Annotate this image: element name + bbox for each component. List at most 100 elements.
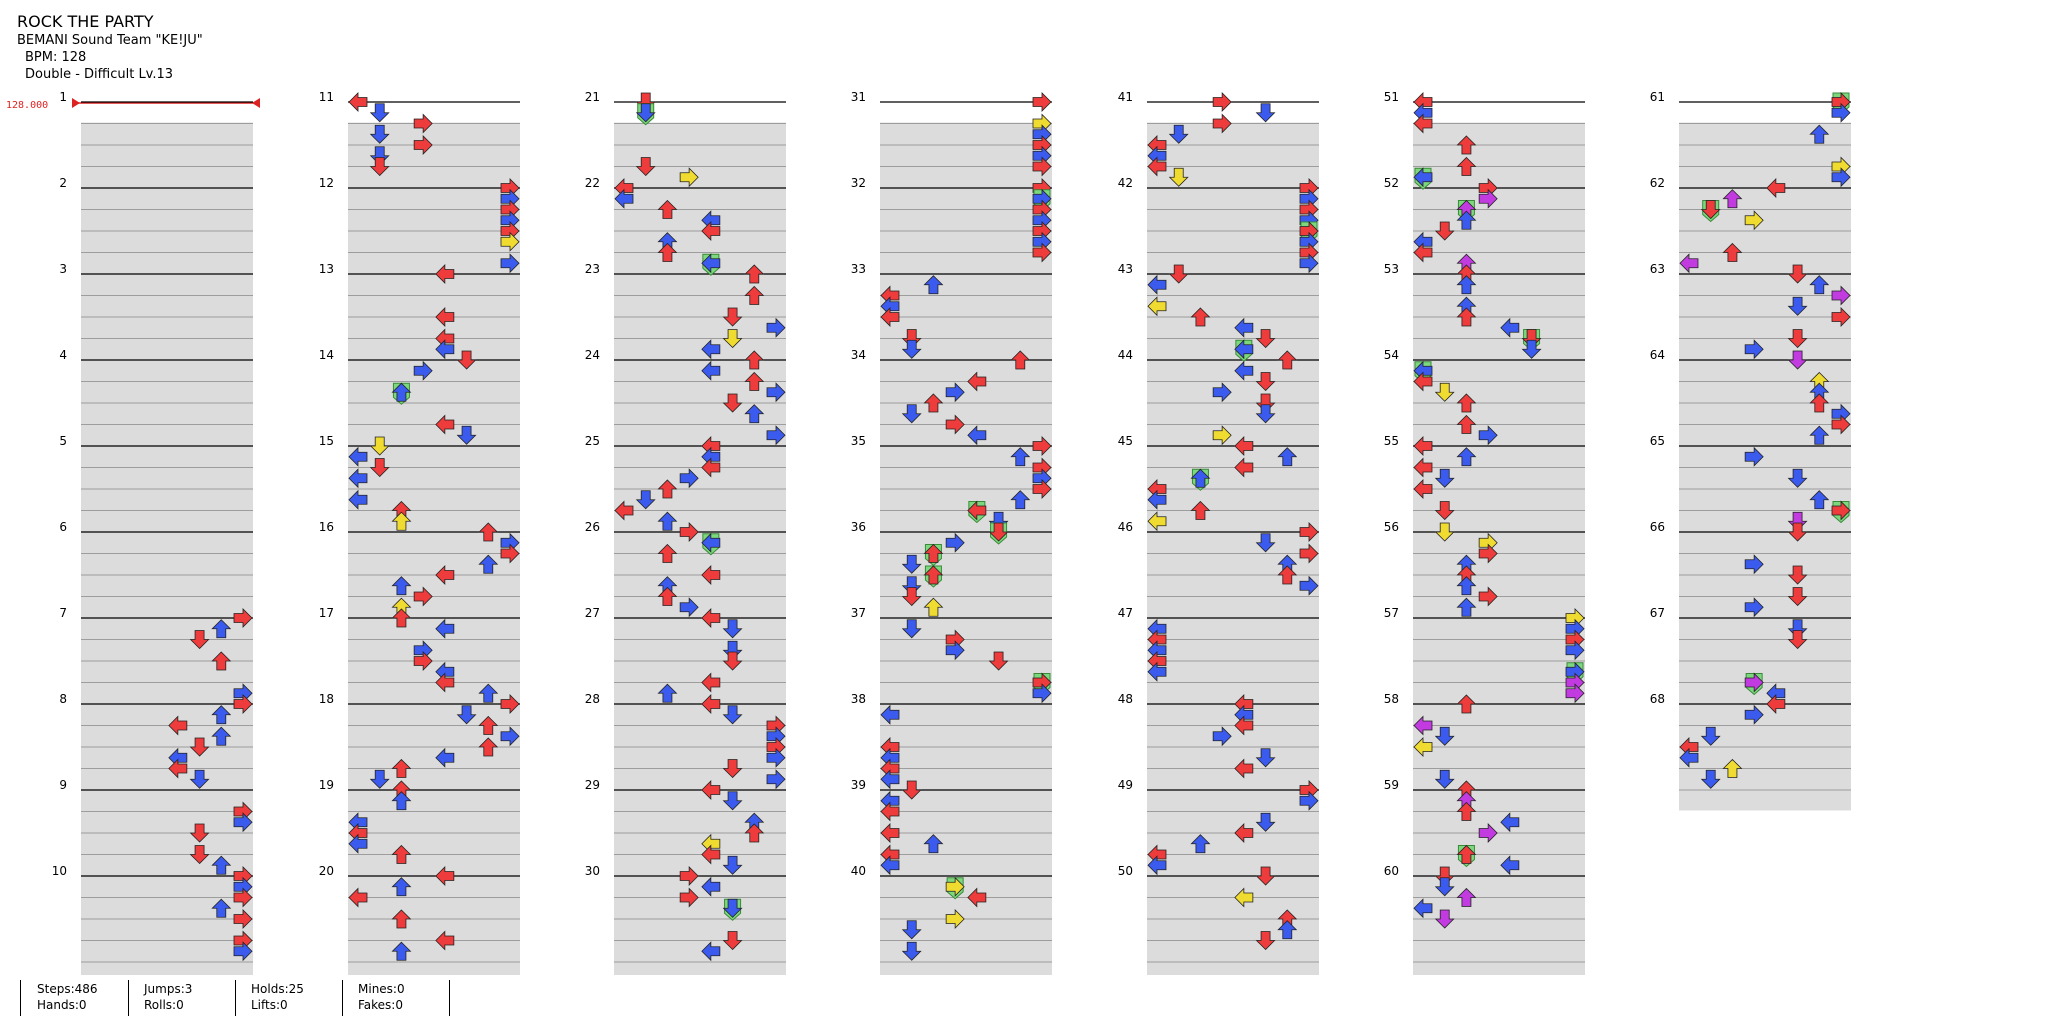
arrow-left-icon — [967, 887, 987, 908]
note-arrow-right-394 — [1744, 704, 1764, 725]
note-arrow-left-51 — [348, 468, 368, 489]
measure-30: 30 — [585, 864, 786, 975]
note-arrow-down-142 — [722, 759, 743, 779]
beat-band — [81, 918, 253, 940]
beat-band — [1679, 359, 1851, 381]
note-arrow-left-359 — [1766, 178, 1786, 198]
beat-band — [81, 703, 253, 725]
arrow-left-icon — [701, 780, 721, 800]
arrow-up-icon — [1722, 758, 1743, 778]
measure-number: 11 — [319, 90, 334, 104]
beat-band — [1413, 810, 1585, 832]
beat-band — [1679, 746, 1851, 768]
beat-band — [1413, 337, 1585, 359]
measure-number: 8 — [59, 692, 67, 706]
beat-band — [1147, 853, 1319, 875]
beat-band — [614, 122, 786, 144]
measure-55: 55 — [1384, 434, 1585, 553]
measure-21: 21 — [585, 90, 786, 209]
note-arrow-down-387 — [1787, 587, 1808, 607]
arrow-up-icon — [744, 404, 765, 424]
note-arrow-up-79 — [391, 791, 412, 811]
beat-band — [880, 767, 1052, 789]
beat-band — [880, 961, 1052, 975]
note-arrow-left-95 — [614, 188, 634, 209]
beat-band — [880, 144, 1052, 166]
beat-band — [348, 703, 520, 725]
note-arrow-up-195 — [923, 565, 944, 588]
arrow-left-icon — [1234, 887, 1254, 908]
arrow-up-icon — [1456, 694, 1477, 714]
beat-band — [880, 316, 1052, 338]
arrow-down-icon — [722, 329, 743, 349]
measure-number: 21 — [585, 90, 600, 104]
note-arrow-up-87 — [391, 909, 412, 929]
note-arrow-right-248 — [1212, 382, 1232, 403]
arrow-up-icon — [391, 909, 412, 929]
arrow-left-icon — [1234, 823, 1254, 843]
note-arrow-down-175 — [901, 339, 922, 359]
arrow-up-icon — [657, 586, 678, 606]
arrow-left-icon — [1147, 296, 1167, 317]
measure-number: 54 — [1384, 348, 1399, 362]
note-arrow-down-279 — [1255, 812, 1276, 832]
arrow-left-icon — [1234, 457, 1254, 478]
measure-22: 22 — [585, 176, 786, 295]
beat-band — [81, 767, 253, 789]
beat-band — [1413, 896, 1585, 918]
beat-band — [348, 165, 520, 187]
arrow-right-icon — [1744, 672, 1764, 693]
measure-number: 7 — [59, 606, 67, 620]
note-arrow-up-83 — [391, 844, 412, 864]
beat-band — [1147, 423, 1319, 445]
note-arrow-left-156 — [701, 941, 721, 962]
note-arrow-right-93 — [679, 167, 699, 188]
note-arrow-right-296 — [1478, 188, 1498, 209]
measure-number: 4 — [59, 348, 67, 362]
arrow-up-icon — [744, 285, 765, 305]
measure-53: 53 — [1384, 262, 1585, 381]
arrow-down-icon — [901, 554, 922, 574]
arrow-left-icon — [348, 468, 368, 489]
beat-band — [614, 617, 786, 639]
beat-band — [1679, 595, 1851, 617]
arrow-left-icon — [1413, 436, 1433, 456]
beat-band — [1413, 316, 1585, 338]
note-arrow-right-24 — [233, 941, 253, 962]
beat-band — [880, 509, 1052, 531]
arrow-up-icon — [744, 823, 765, 843]
note-arrow-left-276 — [1234, 758, 1254, 779]
beat-band — [81, 294, 253, 316]
beat-band — [1147, 832, 1319, 854]
arrow-down-icon — [1255, 812, 1276, 832]
arrow-left-icon — [967, 425, 987, 446]
note-arrow-up-253 — [1277, 447, 1298, 467]
note-arrow-up-188 — [1010, 490, 1031, 510]
arrow-down-icon — [901, 619, 922, 639]
arrow-down-icon — [189, 737, 210, 757]
arrow-left-icon — [701, 844, 721, 865]
note-arrow-down-386 — [1787, 565, 1808, 585]
arrow-down-icon — [1700, 769, 1721, 789]
note-arrow-up-21 — [211, 898, 232, 918]
beat-band — [1679, 402, 1851, 424]
arrow-down-icon — [722, 855, 743, 875]
arrow-up-icon — [478, 522, 499, 542]
note-arrow-down-399 — [1700, 769, 1721, 789]
note-arrow-left-285 — [1234, 887, 1254, 908]
note-arrow-right-274 — [1212, 726, 1232, 747]
note-arrow-up-3 — [211, 651, 232, 671]
beat-band — [348, 617, 520, 639]
note-arrow-up-193 — [923, 543, 944, 567]
arrow-down-icon — [1787, 329, 1808, 349]
arrow-up-icon — [391, 382, 412, 402]
measure-number: 51 — [1384, 90, 1399, 104]
arrow-right-icon — [1831, 102, 1851, 123]
arrow-down-icon — [1434, 877, 1455, 897]
arrow-right-icon — [1831, 285, 1851, 306]
note-arrow-left-307 — [1500, 317, 1520, 338]
arrow-left-icon — [701, 253, 721, 274]
arrow-left-icon — [1500, 812, 1520, 833]
beat-band — [1147, 617, 1319, 639]
arrow-up-icon — [657, 199, 678, 219]
